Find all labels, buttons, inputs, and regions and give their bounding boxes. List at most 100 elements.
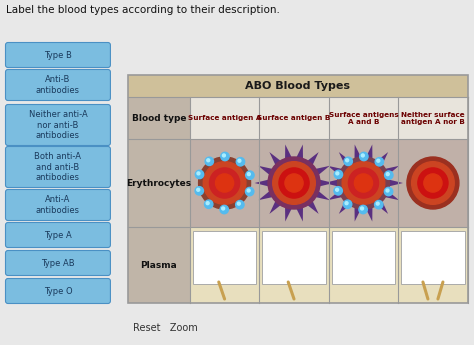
Circle shape	[360, 152, 368, 161]
Polygon shape	[295, 204, 303, 221]
Circle shape	[375, 158, 383, 166]
Circle shape	[221, 152, 229, 161]
Circle shape	[247, 189, 250, 192]
Circle shape	[355, 174, 373, 192]
Circle shape	[348, 168, 379, 198]
FancyBboxPatch shape	[6, 278, 110, 304]
Circle shape	[268, 157, 320, 209]
Polygon shape	[269, 152, 283, 168]
Polygon shape	[382, 189, 399, 200]
Circle shape	[199, 157, 251, 209]
Circle shape	[359, 205, 367, 214]
Bar	[128, 75, 468, 97]
Circle shape	[222, 207, 225, 210]
Polygon shape	[305, 198, 319, 214]
FancyBboxPatch shape	[6, 250, 110, 276]
Circle shape	[336, 172, 339, 175]
Polygon shape	[269, 198, 283, 214]
Text: Type O: Type O	[44, 286, 72, 296]
Polygon shape	[324, 179, 341, 187]
Circle shape	[386, 172, 389, 176]
Circle shape	[334, 170, 343, 179]
Bar	[262, 231, 326, 284]
Text: Type A: Type A	[44, 230, 72, 239]
Polygon shape	[305, 152, 319, 168]
Circle shape	[386, 189, 389, 192]
Polygon shape	[374, 152, 388, 168]
Circle shape	[195, 187, 203, 195]
FancyBboxPatch shape	[6, 223, 110, 247]
Circle shape	[279, 168, 309, 198]
Circle shape	[285, 174, 303, 192]
Circle shape	[384, 171, 393, 179]
Text: Type AB: Type AB	[41, 258, 75, 267]
Circle shape	[273, 162, 315, 204]
Text: Label the blood types according to their description.: Label the blood types according to their…	[6, 5, 280, 15]
Circle shape	[247, 172, 250, 176]
Circle shape	[195, 170, 204, 179]
Text: Surface antigens
A and B: Surface antigens A and B	[328, 111, 398, 125]
Text: Anti-B
antibodies: Anti-B antibodies	[36, 75, 80, 95]
Circle shape	[238, 159, 241, 162]
Text: Neither anti-A
nor anti-B
antibodies: Neither anti-A nor anti-B antibodies	[28, 110, 87, 140]
Circle shape	[197, 188, 200, 191]
Text: Surface antigen B: Surface antigen B	[257, 115, 331, 121]
Text: Plasma: Plasma	[140, 260, 177, 269]
Circle shape	[418, 168, 448, 198]
Polygon shape	[386, 179, 403, 187]
Circle shape	[374, 200, 383, 209]
Circle shape	[246, 171, 254, 179]
Bar	[128, 75, 468, 303]
Circle shape	[424, 174, 442, 192]
Polygon shape	[312, 189, 329, 200]
Circle shape	[236, 200, 244, 209]
Bar	[193, 231, 256, 284]
Text: Anti-A
antibodies: Anti-A antibodies	[36, 195, 80, 215]
Polygon shape	[355, 204, 363, 221]
Circle shape	[220, 205, 228, 214]
FancyBboxPatch shape	[6, 42, 110, 68]
Polygon shape	[339, 152, 353, 168]
Polygon shape	[285, 204, 293, 221]
Polygon shape	[382, 166, 399, 177]
Circle shape	[376, 202, 379, 205]
Polygon shape	[312, 166, 329, 177]
Circle shape	[411, 162, 454, 204]
Text: Surface antigen A: Surface antigen A	[188, 115, 261, 121]
Circle shape	[222, 154, 225, 157]
Bar	[128, 139, 190, 303]
Circle shape	[204, 200, 213, 208]
Bar	[128, 227, 468, 303]
Circle shape	[197, 172, 200, 175]
Circle shape	[206, 202, 209, 205]
Circle shape	[334, 187, 342, 195]
Circle shape	[337, 157, 390, 209]
Bar	[401, 231, 465, 284]
Circle shape	[361, 207, 364, 210]
Circle shape	[246, 187, 254, 196]
Circle shape	[210, 168, 240, 198]
Bar	[128, 97, 468, 139]
Bar	[128, 75, 468, 303]
Circle shape	[342, 162, 385, 204]
Polygon shape	[328, 189, 345, 200]
Polygon shape	[339, 198, 353, 214]
Polygon shape	[258, 189, 275, 200]
Circle shape	[203, 162, 246, 204]
FancyBboxPatch shape	[6, 147, 110, 187]
Circle shape	[343, 200, 352, 208]
Polygon shape	[317, 179, 334, 187]
FancyBboxPatch shape	[6, 69, 110, 100]
Polygon shape	[285, 145, 293, 162]
Circle shape	[336, 188, 338, 191]
Bar	[128, 97, 190, 303]
Text: ABO Blood Types: ABO Blood Types	[245, 81, 350, 91]
Circle shape	[361, 154, 365, 157]
Circle shape	[205, 157, 213, 166]
Bar	[332, 231, 395, 284]
Circle shape	[344, 157, 352, 166]
Circle shape	[346, 159, 348, 162]
Polygon shape	[365, 204, 373, 221]
Text: Blood type: Blood type	[132, 114, 186, 122]
Text: Neither surface
antigen A nor B: Neither surface antigen A nor B	[401, 111, 465, 125]
